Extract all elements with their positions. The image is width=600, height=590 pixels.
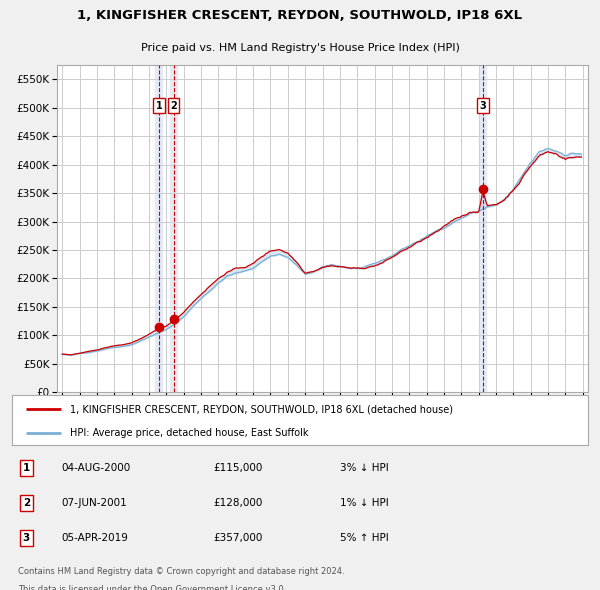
Text: 1, KINGFISHER CRESCENT, REYDON, SOUTHWOLD, IP18 6XL (detached house): 1, KINGFISHER CRESCENT, REYDON, SOUTHWOL… xyxy=(70,404,452,414)
Text: £128,000: £128,000 xyxy=(214,498,263,508)
Text: 3: 3 xyxy=(479,101,487,111)
Text: 3% ↓ HPI: 3% ↓ HPI xyxy=(340,463,389,473)
Text: Contains HM Land Registry data © Crown copyright and database right 2024.: Contains HM Land Registry data © Crown c… xyxy=(18,566,344,576)
Text: 3: 3 xyxy=(23,533,30,543)
Text: 04-AUG-2000: 04-AUG-2000 xyxy=(61,463,130,473)
Text: 1% ↓ HPI: 1% ↓ HPI xyxy=(340,498,389,508)
Text: 2: 2 xyxy=(170,101,177,111)
Text: £357,000: £357,000 xyxy=(214,533,263,543)
Text: HPI: Average price, detached house, East Suffolk: HPI: Average price, detached house, East… xyxy=(70,428,308,438)
Text: Price paid vs. HM Land Registry's House Price Index (HPI): Price paid vs. HM Land Registry's House … xyxy=(140,43,460,53)
Text: 5% ↑ HPI: 5% ↑ HPI xyxy=(340,533,389,543)
Text: 1: 1 xyxy=(155,101,163,111)
Text: 1, KINGFISHER CRESCENT, REYDON, SOUTHWOLD, IP18 6XL: 1, KINGFISHER CRESCENT, REYDON, SOUTHWOL… xyxy=(77,9,523,22)
Text: £115,000: £115,000 xyxy=(214,463,263,473)
Text: 05-APR-2019: 05-APR-2019 xyxy=(61,533,128,543)
Text: 2: 2 xyxy=(23,498,30,508)
Text: 1: 1 xyxy=(23,463,30,473)
Text: This data is licensed under the Open Government Licence v3.0.: This data is licensed under the Open Gov… xyxy=(18,585,286,590)
Text: 07-JUN-2001: 07-JUN-2001 xyxy=(61,498,127,508)
